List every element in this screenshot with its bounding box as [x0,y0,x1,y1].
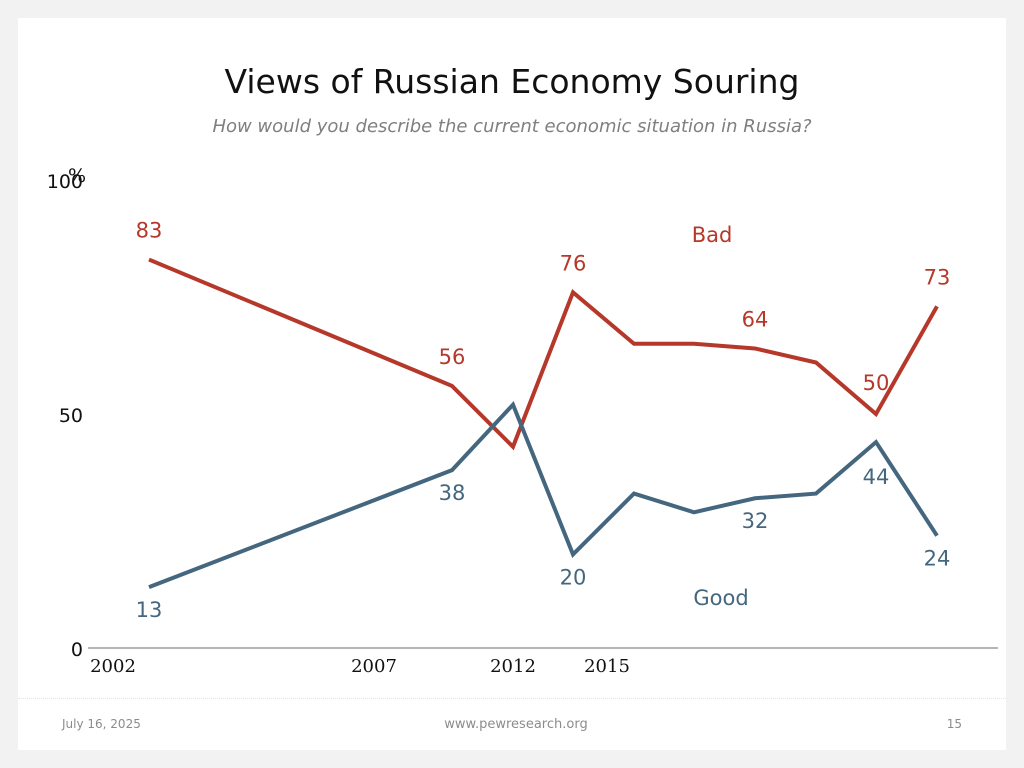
data-label-bad: 83 [136,219,163,243]
series-name-bad: Bad [692,223,733,247]
y-tick-label: 0 [71,639,83,661]
data-label-bad: 76 [560,251,587,275]
footer-url: www.pewresearch.org [444,717,588,732]
series-name-good: Good [693,586,748,610]
series-line-good [148,400,939,590]
data-label-good: 24 [924,547,951,571]
y-axis-unit-label: % [68,165,86,187]
data-label-good: 32 [742,509,769,533]
data-label-bad: 56 [439,345,466,369]
data-label-good: 13 [136,598,163,622]
x-tick-label: 2007 [351,656,397,677]
chart-title: Views of Russian Economy Souring [224,62,800,101]
chart-subtitle: How would you describe the current econo… [212,116,812,137]
series-line-bad [148,257,939,451]
data-label-bad: 73 [924,265,951,289]
footer-page-number: 15 [946,717,962,731]
data-label-good: 44 [863,465,890,489]
x-tick-label: 2012 [490,656,536,677]
y-tick-label: 100 [47,171,83,193]
footer-divider [18,698,1006,699]
data-label-bad: 50 [863,371,890,395]
x-tick-label: 2015 [584,656,630,677]
data-label-good: 20 [560,565,587,589]
data-label-good: 38 [439,481,466,505]
footer-date: July 16, 2025 [62,717,141,731]
y-tick-label: 50 [59,405,83,427]
data-label-bad: 64 [742,307,769,331]
x-tick-label: 2002 [90,656,136,677]
